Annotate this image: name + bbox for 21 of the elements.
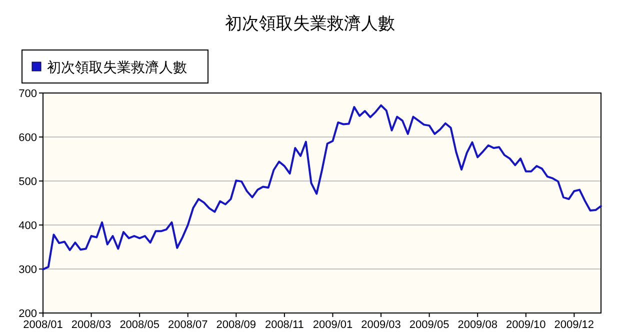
y-tick-label: 700 [18,88,37,100]
x-tick-label: 2009/05 [409,319,450,331]
x-tick-label: 2008/05 [120,319,160,331]
x-tick-label: 2008/09 [216,319,256,331]
y-tick-label: 500 [18,176,37,188]
x-tick-label: 2009/08 [458,319,498,331]
y-tick-label: 200 [18,308,37,320]
x-tick-label: 2008/11 [264,319,304,331]
x-tick-label: 2009/10 [506,319,546,331]
x-tick-label: 2009/03 [361,319,401,331]
line-series [42,104,602,270]
x-tick-label: 2009/01 [312,319,353,331]
chart-title: 初次領取失業救濟人數 [225,14,395,33]
x-tick-label: 2008/07 [168,319,208,331]
x-tick-label: 2008/01 [23,319,63,331]
y-tick-label: 400 [18,220,37,232]
y-tick-label: 300 [18,264,37,276]
x-tick-label: 2008/03 [71,319,112,331]
legend-label: 初次領取失業救濟人數 [47,59,187,75]
y-tick-label: 600 [18,132,37,144]
x-tick-label: 2009/12 [554,319,594,331]
